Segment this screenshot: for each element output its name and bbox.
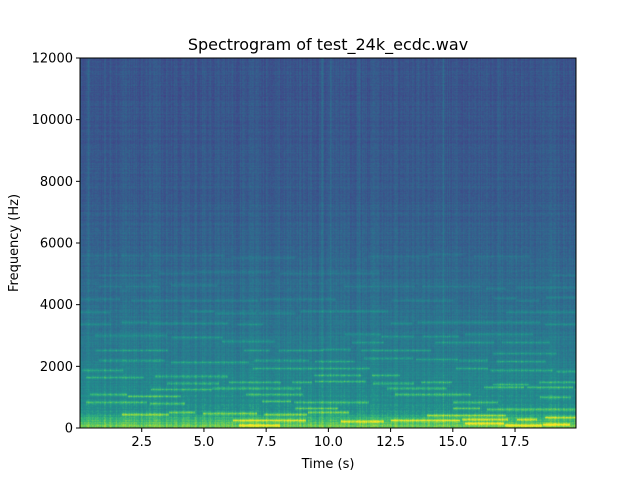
y-tick-label: 4000 [40,298,73,313]
x-tick-label: 17.5 [501,435,530,450]
plot-area [79,57,577,429]
x-tick-label: 10.0 [314,435,343,450]
x-tick-label: 12.5 [376,435,405,450]
spectrogram-heatmap [80,58,576,428]
y-tick-label: 12000 [32,52,73,67]
y-tick-label: 6000 [40,237,73,252]
y-axis-ticks: 0 2000 4000 6000 8000 10000 12000 [32,52,80,437]
x-tick-label: 2.5 [131,435,152,450]
y-tick-label: 8000 [40,175,73,190]
x-tick-label: 5.0 [194,435,215,450]
x-axis-ticks: 2.5 5.0 7.5 10.0 12.5 15.0 17.5 [131,428,530,450]
y-axis-label: Frequency (Hz) [7,194,22,292]
x-axis-label: Time (s) [301,457,355,472]
y-tick-label: 2000 [40,360,73,375]
chart-title: Spectrogram of test_24k_ecdc.wav [188,35,468,55]
x-tick-label: 7.5 [256,435,277,450]
y-tick-label: 10000 [32,113,73,128]
x-tick-label: 15.0 [438,435,467,450]
y-tick-label: 0 [65,422,73,437]
